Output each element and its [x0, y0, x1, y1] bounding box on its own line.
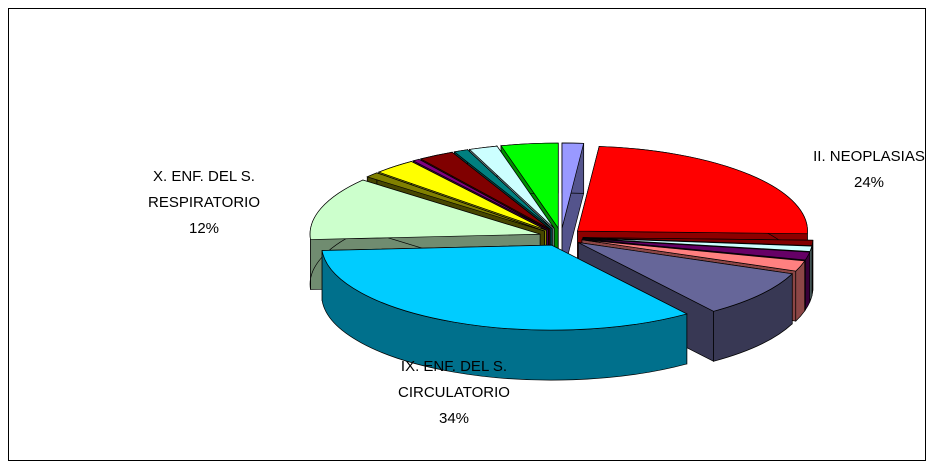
slice-label: IX. ENF. DEL S. CIRCULATORIO 34% — [364, 354, 544, 432]
value-label: 24% — [853, 174, 885, 191]
slice — [582, 237, 813, 252]
slice — [582, 238, 811, 261]
slice-label: X. ENF. DEL S. RESPIRATORIO 12% — [114, 164, 294, 242]
slice — [578, 242, 794, 312]
slice — [309, 179, 541, 240]
chart — [309, 142, 814, 381]
value-label: 12% — [188, 220, 220, 237]
slice — [321, 244, 688, 331]
slice — [582, 237, 814, 246]
slice-side — [804, 251, 811, 312]
category-label: IX. ENF. DEL S. CIRCULATORIO — [398, 358, 510, 401]
slice-group — [578, 241, 794, 362]
slice — [366, 172, 545, 232]
slice — [500, 142, 559, 230]
category-label: II. NEOPLASIAS — [813, 148, 925, 165]
slice — [581, 239, 806, 272]
slice-side — [809, 246, 813, 302]
slice-group — [321, 244, 688, 381]
slice-group — [561, 142, 585, 279]
slice — [577, 146, 808, 235]
slice-label: II. NEOPLASIAS 24% — [789, 144, 925, 196]
category-label: X. ENF. DEL S. RESPIRATORIO — [148, 168, 260, 211]
slice — [377, 161, 547, 231]
slice — [561, 142, 585, 229]
chart-frame: II. NEOPLASIAS 24% X. ENF. DEL S. RESPIRAT… — [8, 8, 926, 461]
slice — [419, 151, 551, 230]
slice — [453, 149, 553, 230]
value-label: 34% — [438, 410, 470, 427]
slice — [468, 145, 555, 229]
slice — [412, 158, 549, 230]
